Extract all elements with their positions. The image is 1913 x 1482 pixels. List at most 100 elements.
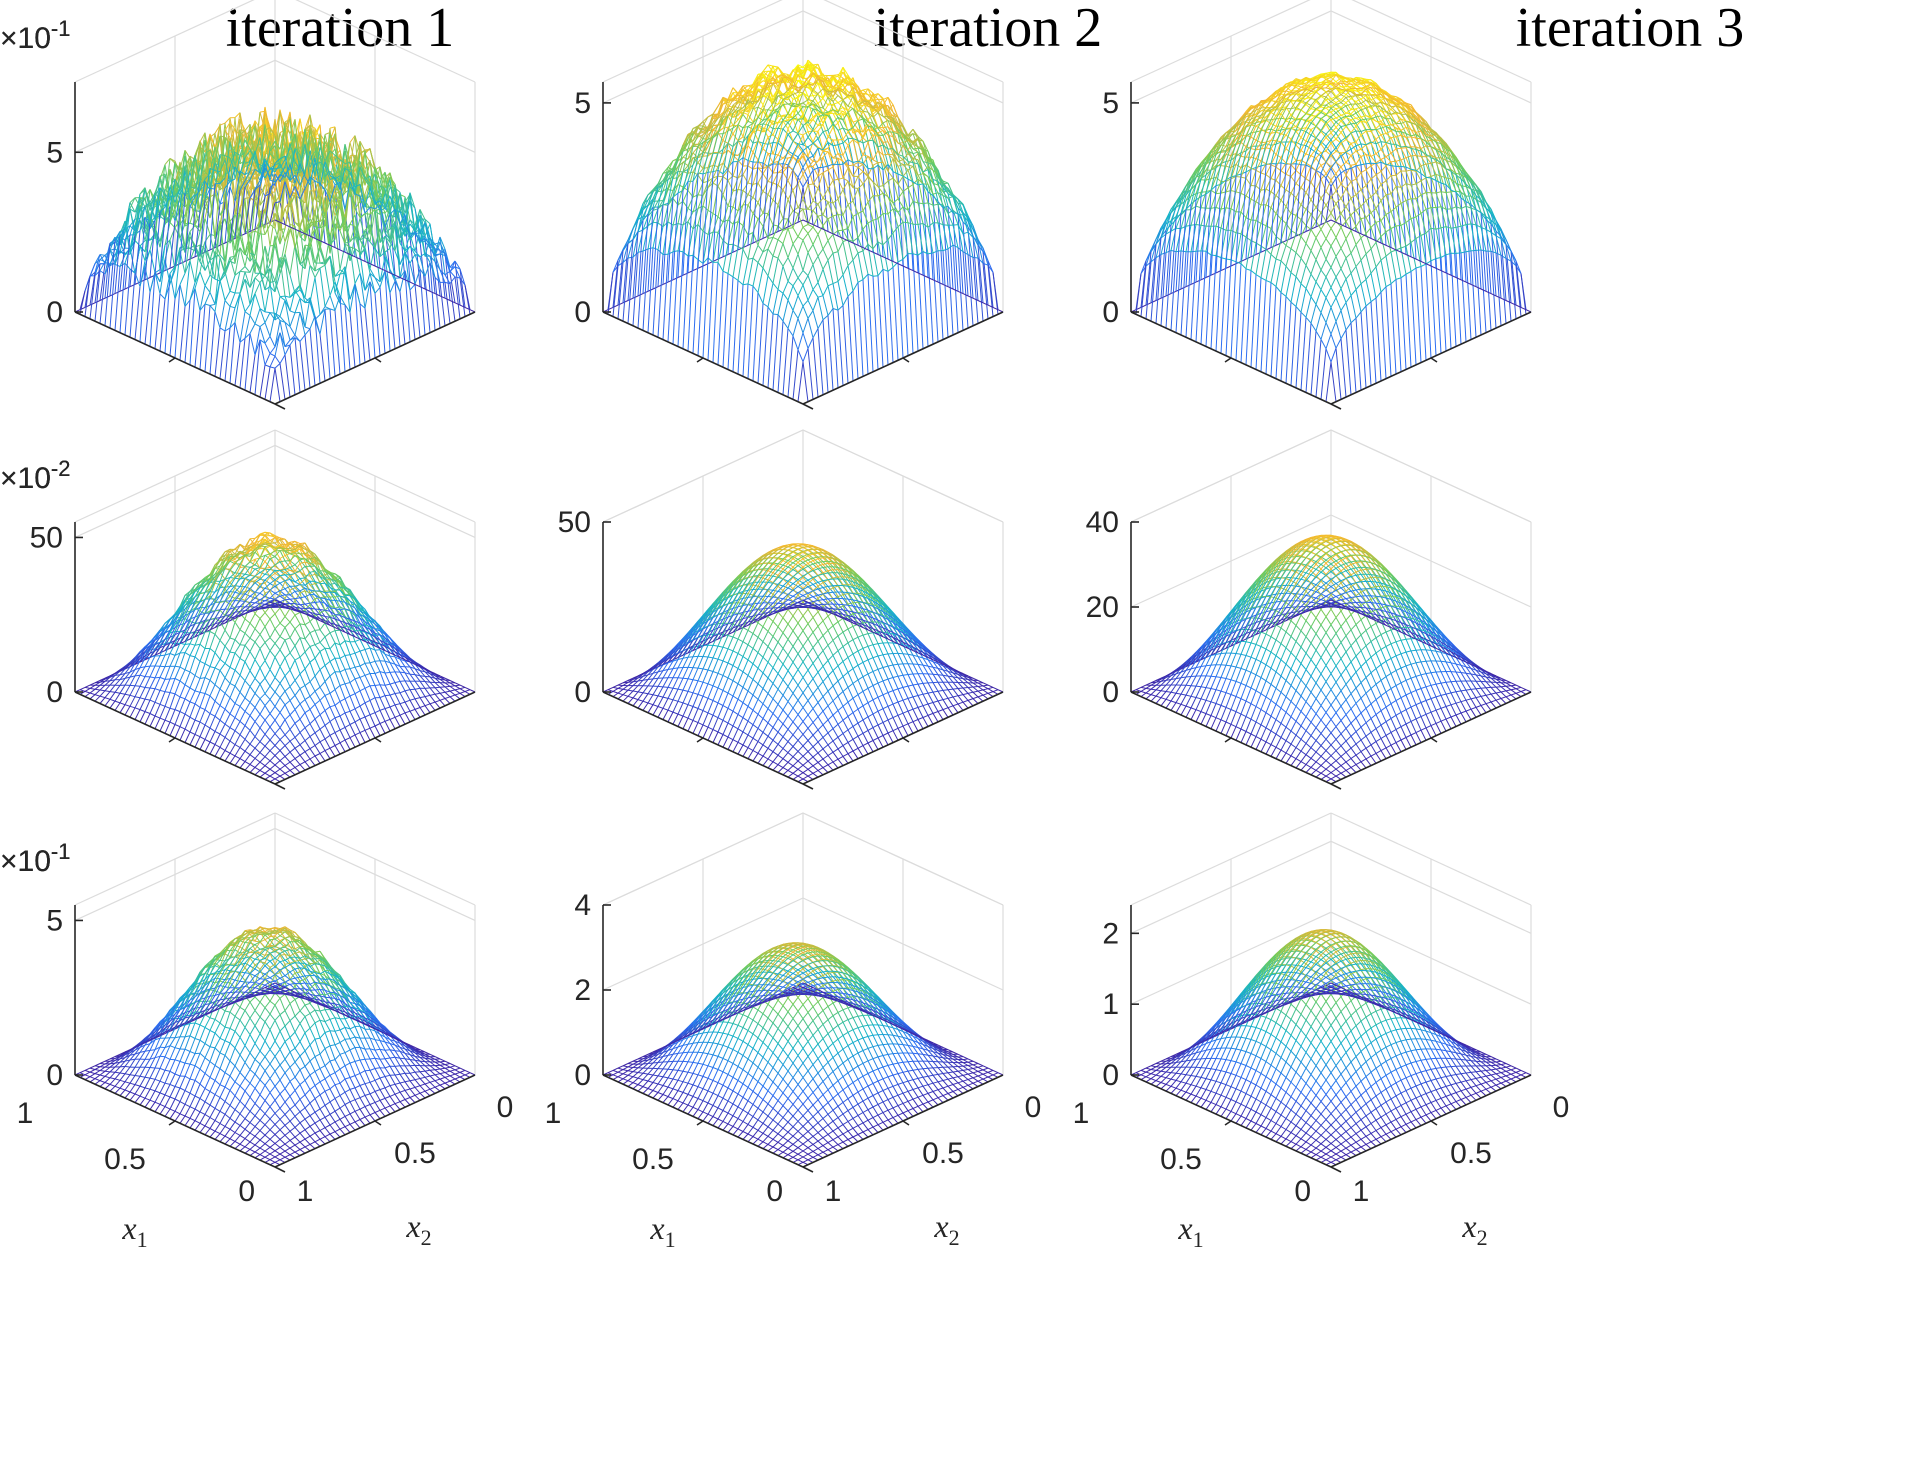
mesh-segment [170,299,175,356]
mesh-segment [255,278,260,283]
mesh-segment [190,288,195,365]
column-title-2: iteration 2 [874,0,1103,59]
mesh-segment [80,291,85,310]
mesh-segment [265,365,270,367]
mesh-segment [280,297,285,301]
mesh-segment [250,324,255,334]
mesh-segment [345,305,350,370]
mesh-segment [220,280,225,300]
mesh-segment [230,322,235,383]
mesh-segment [325,307,330,309]
mesh-segment [290,311,295,313]
mesh-segment [290,345,295,395]
mesh-segment [250,334,255,355]
mesh-segment [260,323,265,327]
mesh-segment [85,277,90,308]
mesh-segment [210,304,215,305]
mesh-segment [160,299,165,351]
mesh-segment [180,273,185,284]
mesh-segment [290,327,295,336]
mesh-segment [235,294,240,323]
mesh-segment [280,300,285,316]
mesh-segment [315,278,320,315]
mesh-segment [325,265,330,295]
mesh-segment [325,295,330,306]
mesh-segment [310,298,315,316]
mesh-segment [230,275,235,291]
mesh-segment [335,311,340,375]
mesh-segment [275,364,280,369]
mesh-segment [205,286,210,293]
mesh-segment [120,263,125,333]
mesh-segment [140,198,145,199]
mesh-segment [260,340,265,365]
mesh-segment [200,304,205,370]
mesh-segment [290,313,295,327]
mesh-segment [280,364,285,400]
mesh-segment [410,284,415,290]
mesh-segment [240,338,245,388]
mesh-segment [295,338,300,393]
mesh-segment [305,327,310,329]
mesh-segment [220,331,225,379]
mesh-segment [310,329,315,386]
mesh-segment [135,287,140,340]
surface-figure: iteration 1 iteration 2 iteration 3 05×1… [0,0,1913,1482]
mesh-segment [330,309,335,377]
mesh-segment [240,312,245,343]
mesh-segment [145,292,150,344]
mesh-segment [225,306,230,331]
mesh-segment [320,268,325,307]
mesh-segment [205,275,210,286]
mesh-segment [285,355,290,397]
mesh-segment [220,328,225,331]
column-title-3: iteration 3 [1516,0,1745,59]
mesh-segment [230,293,235,306]
mesh-segment [300,341,305,390]
mesh-segment [305,329,310,335]
mesh-segment [270,347,275,354]
mesh-segment [300,335,305,342]
mesh-segment [325,309,330,378]
mesh-segment [190,261,195,283]
mesh-segment [245,304,250,311]
mesh-segment [120,289,125,291]
mesh-segment [205,306,210,372]
mesh-segment [230,306,235,307]
mesh-segment [305,265,310,298]
mesh-segment [270,354,275,357]
mesh-segment [255,324,260,327]
mesh-segment [245,312,250,316]
mesh-segment [215,328,220,377]
mesh-segment [250,315,255,324]
mesh-segment [235,322,240,342]
mesh-segment [255,309,260,324]
mesh-segment [275,368,280,402]
mesh-segment [255,294,260,309]
mesh-segment [295,298,300,313]
mesh-segment [185,300,190,363]
mesh-segment [250,355,255,393]
mesh-segment [280,296,285,297]
mesh-segment [180,285,185,307]
mesh-segment [225,291,230,300]
mesh-segment [230,291,235,293]
panels-layer: 05×10-105×10-105×10-1050×10-2050×10-2020… [0,0,1569,1252]
mesh-segment [265,367,270,400]
mesh-segment [125,287,130,289]
mesh-segment [195,288,200,310]
mesh-segment [265,312,270,313]
mesh-segment [200,272,205,286]
mesh-segment [240,130,245,131]
mesh-segment [205,304,210,306]
mesh-segment [340,296,345,372]
mesh-segment [265,354,270,365]
mesh-segment [270,336,275,346]
mesh-segment [340,244,345,270]
mesh-segment [305,335,310,388]
mesh-segment [265,323,270,337]
mesh-segment [250,294,255,316]
column-title-1: iteration 1 [226,0,455,59]
mesh-segment [155,294,160,349]
mesh-segment [260,365,265,397]
